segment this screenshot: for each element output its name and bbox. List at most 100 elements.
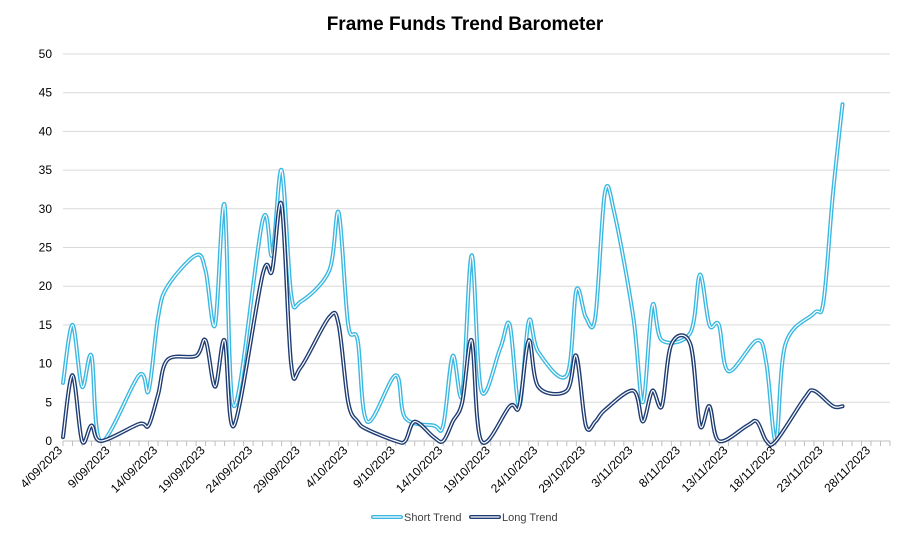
long-trend-point	[631, 389, 635, 393]
x-tick-label: 23/11/2023	[774, 443, 826, 495]
x-tick-label: 19/10/2023	[441, 443, 494, 496]
short-trend-point	[584, 315, 588, 319]
long-trend-point	[574, 354, 578, 358]
long-trend-point	[707, 404, 711, 408]
x-tick-label: 9/09/2023	[65, 443, 113, 491]
short-trend-point	[280, 168, 284, 172]
long-trend-point	[147, 424, 151, 428]
long-trend-point	[289, 362, 293, 366]
short-trend-point	[432, 424, 436, 428]
long-trend-point	[755, 420, 759, 424]
long-trend-point	[80, 439, 84, 443]
short-trend-point	[394, 373, 398, 377]
long-trend-point	[90, 424, 94, 428]
long-trend-point	[460, 400, 464, 404]
short-trend-point	[80, 385, 84, 389]
y-tick-label: 35	[39, 163, 53, 177]
x-tick-label: 4/09/2023	[17, 443, 65, 491]
x-axis: 4/09/2023 9/09/202314/09/202319/09/202324…	[17, 440, 891, 496]
short-trend-point	[261, 218, 265, 222]
short-trend-point	[403, 416, 407, 420]
long-trend-point	[764, 439, 768, 443]
short-trend-point	[603, 191, 607, 195]
long-trend-point	[394, 439, 398, 443]
long-trend-point	[99, 439, 103, 443]
short-trend-point	[213, 323, 217, 327]
x-tick-label: 3/11/2023	[588, 443, 635, 490]
short-trend-point	[717, 323, 721, 327]
gridlines	[63, 53, 890, 403]
legend: Short Trend Long Trend	[371, 512, 558, 524]
short-trend-point	[783, 342, 787, 346]
short-trend-point	[641, 400, 645, 404]
short-trend-point	[498, 346, 502, 350]
long-trend-point	[337, 323, 341, 327]
long-trend-point	[327, 315, 331, 319]
long-trend-point	[565, 389, 569, 393]
short-trend-point	[831, 191, 835, 195]
long-trend-line	[61, 200, 845, 447]
short-trend-point	[574, 288, 578, 292]
y-tick-label: 15	[39, 318, 53, 332]
short-trend-point	[232, 404, 236, 408]
long-trend-point	[840, 404, 844, 408]
long-trend-point	[650, 389, 654, 393]
long-trend-line-inner	[62, 202, 844, 446]
long-trend-point	[61, 435, 65, 439]
long-trend-point	[669, 342, 673, 346]
long-trend-point	[527, 338, 531, 342]
long-trend-point	[593, 420, 597, 424]
short-trend-point	[688, 331, 692, 335]
long-trend-series	[61, 200, 845, 447]
long-trend-point	[280, 203, 284, 207]
x-tick-label: 14/09/2023	[108, 443, 161, 496]
short-trend-point	[508, 323, 512, 327]
x-tick-label: 29/10/2023	[536, 443, 589, 496]
short-trend-point	[650, 304, 654, 308]
y-tick-label: 50	[39, 47, 53, 61]
long-trend-point	[194, 354, 198, 358]
long-trend-point	[71, 373, 75, 377]
short-trend-series	[61, 102, 845, 444]
long-trend-point	[213, 385, 217, 389]
y-tick-label: 40	[39, 124, 53, 138]
long-trend-point	[517, 404, 521, 408]
long-trend-point	[365, 427, 369, 431]
short-trend-point	[707, 323, 711, 327]
short-trend-point	[565, 373, 569, 377]
x-tick-label: 8/11/2023	[636, 443, 683, 490]
long-trend-point	[470, 338, 474, 342]
long-trend-point	[584, 424, 588, 428]
long-trend-point	[717, 439, 721, 443]
short-trend-point	[631, 315, 635, 319]
legend-item-long-trend: Long Trend	[469, 512, 558, 524]
long-trend-point	[137, 422, 141, 426]
short-trend-point	[299, 300, 303, 304]
short-trend-point	[365, 420, 369, 424]
y-tick-label: 45	[39, 86, 53, 100]
x-tick-label: 13/11/2023	[679, 443, 731, 495]
long-trend-point	[745, 424, 749, 428]
long-trend-point	[698, 424, 702, 428]
short-trend-point	[441, 424, 445, 428]
y-axis-ticks: 0 5 10 15 20 25 30 35 40 45 50	[39, 47, 53, 448]
long-trend-point	[802, 396, 806, 400]
short-trend-point	[612, 211, 616, 215]
long-trend-point	[774, 439, 778, 443]
short-trend-point	[451, 354, 455, 358]
short-trend-point	[337, 211, 341, 215]
short-trend-point	[147, 389, 151, 393]
short-trend-point	[812, 311, 816, 315]
x-tick-label: 14/10/2023	[393, 443, 446, 496]
x-tick-label: 24/10/2023	[488, 443, 541, 496]
x-tick-label: 4/10/2023	[303, 443, 351, 491]
long-trend-point	[413, 420, 417, 424]
short-trend-point	[536, 350, 540, 354]
short-trend-point	[289, 292, 293, 296]
short-trend-point	[327, 269, 331, 273]
short-trend-point	[755, 338, 759, 342]
y-tick-label: 30	[39, 202, 53, 216]
short-trend-point	[479, 389, 483, 393]
legend-label: Short Trend	[404, 512, 461, 524]
